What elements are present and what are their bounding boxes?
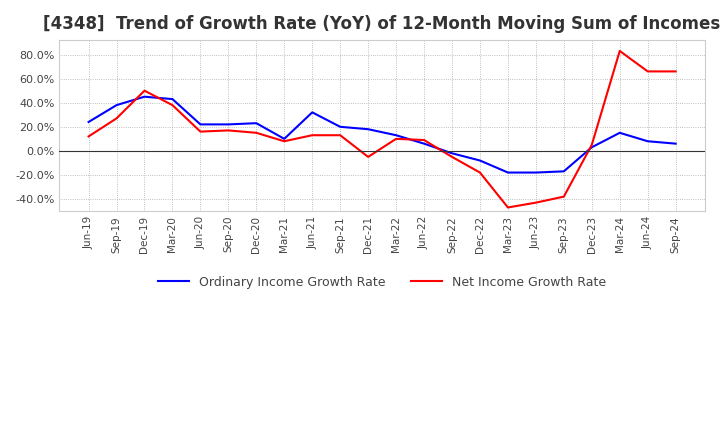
Ordinary Income Growth Rate — [308, 110, 317, 115]
Ordinary Income Growth Rate — [671, 141, 680, 146]
Ordinary Income Growth Rate — [168, 96, 177, 102]
Net Income Growth Rate — [84, 134, 93, 139]
Net Income Growth Rate — [168, 103, 177, 108]
Ordinary Income Growth Rate — [531, 170, 540, 175]
Net Income Growth Rate — [588, 142, 596, 147]
Ordinary Income Growth Rate — [559, 169, 568, 174]
Net Income Growth Rate — [336, 132, 344, 138]
Net Income Growth Rate — [392, 136, 400, 142]
Title: [4348]  Trend of Growth Rate (YoY) of 12-Month Moving Sum of Incomes: [4348] Trend of Growth Rate (YoY) of 12-… — [43, 15, 720, 33]
Net Income Growth Rate — [140, 88, 149, 93]
Ordinary Income Growth Rate — [84, 119, 93, 125]
Net Income Growth Rate — [531, 200, 540, 205]
Net Income Growth Rate — [308, 132, 317, 138]
Net Income Growth Rate — [616, 48, 624, 54]
Net Income Growth Rate — [671, 69, 680, 74]
Net Income Growth Rate — [503, 205, 512, 210]
Ordinary Income Growth Rate — [392, 132, 400, 138]
Net Income Growth Rate — [448, 154, 456, 160]
Legend: Ordinary Income Growth Rate, Net Income Growth Rate: Ordinary Income Growth Rate, Net Income … — [153, 271, 611, 294]
Ordinary Income Growth Rate — [224, 122, 233, 127]
Net Income Growth Rate — [476, 170, 485, 175]
Line: Ordinary Income Growth Rate: Ordinary Income Growth Rate — [89, 97, 675, 172]
Ordinary Income Growth Rate — [588, 145, 596, 150]
Ordinary Income Growth Rate — [476, 158, 485, 163]
Net Income Growth Rate — [224, 128, 233, 133]
Ordinary Income Growth Rate — [420, 141, 428, 146]
Ordinary Income Growth Rate — [336, 124, 344, 129]
Net Income Growth Rate — [559, 194, 568, 199]
Ordinary Income Growth Rate — [252, 121, 261, 126]
Net Income Growth Rate — [644, 69, 652, 74]
Ordinary Income Growth Rate — [196, 122, 204, 127]
Ordinary Income Growth Rate — [448, 150, 456, 156]
Ordinary Income Growth Rate — [112, 103, 121, 108]
Ordinary Income Growth Rate — [616, 130, 624, 136]
Net Income Growth Rate — [196, 129, 204, 134]
Ordinary Income Growth Rate — [503, 170, 512, 175]
Ordinary Income Growth Rate — [280, 136, 289, 142]
Ordinary Income Growth Rate — [644, 139, 652, 144]
Line: Net Income Growth Rate: Net Income Growth Rate — [89, 51, 675, 208]
Ordinary Income Growth Rate — [364, 127, 372, 132]
Ordinary Income Growth Rate — [140, 94, 149, 99]
Net Income Growth Rate — [420, 137, 428, 143]
Net Income Growth Rate — [112, 116, 121, 121]
Net Income Growth Rate — [280, 139, 289, 144]
Net Income Growth Rate — [252, 130, 261, 136]
Net Income Growth Rate — [364, 154, 372, 160]
